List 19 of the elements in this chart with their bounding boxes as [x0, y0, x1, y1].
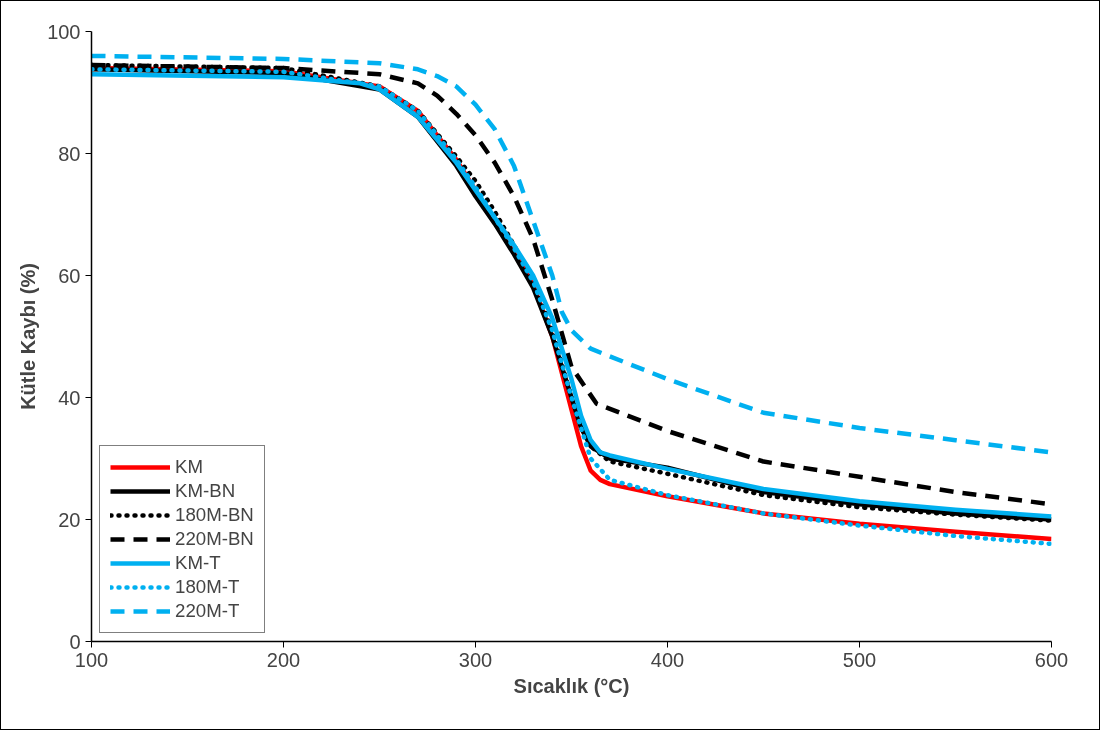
legend-label: KM-T: [175, 552, 221, 574]
y-tick-label: 60: [58, 264, 81, 287]
x-tick-label: 500: [842, 648, 877, 671]
y-axis-title: Kütle Kaybı (%): [17, 263, 40, 410]
legend-label: 220M-BN: [175, 528, 254, 550]
x-tick-label: 600: [1034, 648, 1069, 671]
x-tick-label: 200: [266, 648, 301, 671]
y-tick-label: 20: [58, 508, 81, 531]
x-axis-title: Sıcaklık (°C): [513, 674, 630, 697]
legend-label: 180M-BN: [175, 504, 254, 526]
y-tick-label: 100: [47, 20, 81, 43]
legend-label: 180M-T: [175, 576, 240, 598]
y-tick-label: 40: [58, 386, 81, 409]
legend-label: 220M-T: [175, 600, 240, 622]
legend-label: KM: [175, 456, 203, 478]
x-tick-label: 300: [458, 648, 493, 671]
y-tick-label: 80: [58, 142, 81, 165]
x-tick-label: 400: [650, 648, 685, 671]
legend-label: KM-BN: [175, 480, 236, 502]
